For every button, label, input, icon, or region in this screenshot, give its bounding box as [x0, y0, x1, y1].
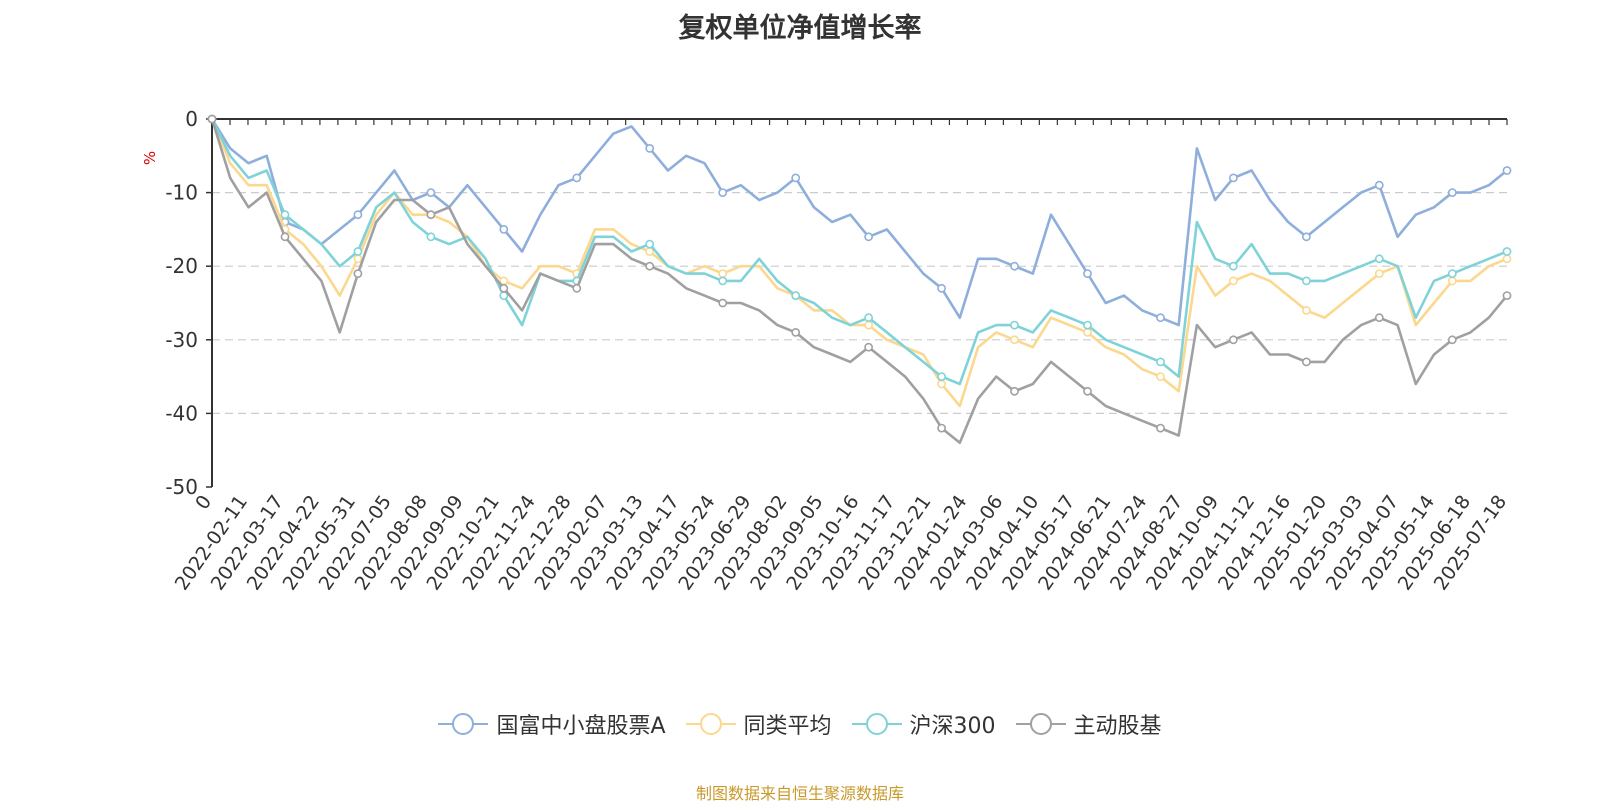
y-tick-label: -30	[165, 328, 198, 352]
series-point-2	[1010, 320, 1019, 330]
series-point-0	[1374, 180, 1384, 190]
series-point-2	[280, 210, 290, 220]
series-point-3	[1229, 335, 1238, 345]
series-point-0	[572, 173, 582, 183]
series-point-3	[1156, 423, 1165, 433]
series-point-1	[864, 320, 873, 330]
series-point-1	[718, 269, 728, 278]
series-point-0	[353, 210, 363, 220]
series-point-2	[353, 247, 363, 256]
series-point-1	[353, 254, 363, 264]
series-point-0	[1083, 269, 1092, 278]
series-point-0	[645, 143, 655, 153]
series-line-2	[210, 118, 1508, 386]
series-point-1	[1374, 269, 1384, 278]
series-point-3	[1010, 386, 1019, 396]
series-point-3	[1302, 357, 1311, 367]
series-point-1	[1156, 372, 1165, 381]
legend-label: 主动股基	[1073, 714, 1162, 739]
series-point-1	[1447, 276, 1457, 286]
chart-legend: 国富中小盘股票A 同类平均 沪深300 主动股基	[0, 708, 1600, 740]
series-point-0	[1010, 261, 1019, 271]
series-point-0	[426, 188, 436, 197]
series-point-2	[718, 276, 728, 286]
series-point-3	[1083, 386, 1092, 396]
series-point-2	[1229, 261, 1238, 271]
series-point-1	[1010, 335, 1019, 345]
series-point-0	[1229, 173, 1238, 183]
series-point-3	[791, 327, 801, 337]
y-axis-label: %	[141, 151, 159, 165]
legend-marker-icon	[685, 713, 736, 735]
series-point-0	[1156, 313, 1165, 323]
series-point-2	[864, 313, 873, 323]
series-point-3	[280, 232, 290, 242]
x-tick-label: 0	[191, 491, 216, 514]
series-point-0	[864, 232, 873, 242]
legend-marker-icon	[1015, 713, 1066, 735]
y-tick-label: -10	[165, 181, 198, 205]
y-tick-label: 0	[185, 107, 198, 131]
source-note: 制图数据来自恒生聚源数据库	[695, 784, 904, 803]
series-point-3	[718, 298, 728, 308]
series-point-3	[1374, 313, 1384, 323]
series-line-0	[210, 118, 1508, 327]
series-point-2	[1156, 357, 1165, 367]
series-point-2	[1302, 276, 1311, 286]
series-point-0	[499, 224, 509, 234]
series-point-3	[1447, 335, 1457, 345]
legend-marker-icon	[851, 713, 902, 735]
legend-label: 沪深300	[909, 714, 996, 739]
series-point-1	[1302, 305, 1311, 315]
series-point-2	[1502, 247, 1512, 256]
series-point-3	[645, 261, 655, 271]
series-point-1	[1083, 327, 1092, 337]
series-point-3	[572, 283, 582, 293]
series-point-2	[1447, 269, 1457, 278]
series-point-3	[353, 269, 363, 278]
series-point-2	[645, 239, 655, 249]
legend-item[interactable]: 主动股基	[1015, 708, 1162, 740]
series-point-0	[1502, 166, 1512, 175]
chart-title: 复权单位净值增长率	[678, 13, 922, 44]
legend-label: 同类平均	[743, 714, 832, 739]
legend-item[interactable]: 沪深300	[851, 708, 996, 740]
series-point-2	[1083, 320, 1092, 330]
series-point-2	[937, 372, 946, 381]
series-point-0	[937, 283, 946, 293]
series-point-3	[937, 423, 946, 433]
series-point-0	[791, 173, 801, 183]
series-point-3	[207, 114, 217, 124]
legend-label: 国富中小盘股票A	[496, 714, 666, 739]
legend-marker-icon	[438, 713, 489, 735]
legend-item[interactable]: 同类平均	[685, 708, 832, 740]
legend-item[interactable]: 国富中小盘股票A	[438, 708, 666, 740]
series-point-1	[1502, 254, 1512, 264]
series-point-3	[426, 210, 436, 220]
series-point-2	[791, 291, 801, 300]
series-point-0	[718, 188, 728, 197]
series-point-1	[1229, 276, 1238, 286]
series-point-3	[864, 342, 873, 352]
series-point-1	[937, 379, 946, 389]
series-point-2	[426, 232, 436, 242]
y-tick-label: -50	[165, 475, 198, 499]
series-point-0	[1302, 232, 1311, 242]
series-point-3	[1502, 291, 1512, 300]
series-point-2	[1374, 254, 1384, 264]
y-tick-label: -40	[165, 401, 198, 425]
y-tick-label: -20	[165, 254, 198, 278]
series-point-0	[1447, 188, 1457, 197]
series-point-3	[499, 283, 509, 293]
